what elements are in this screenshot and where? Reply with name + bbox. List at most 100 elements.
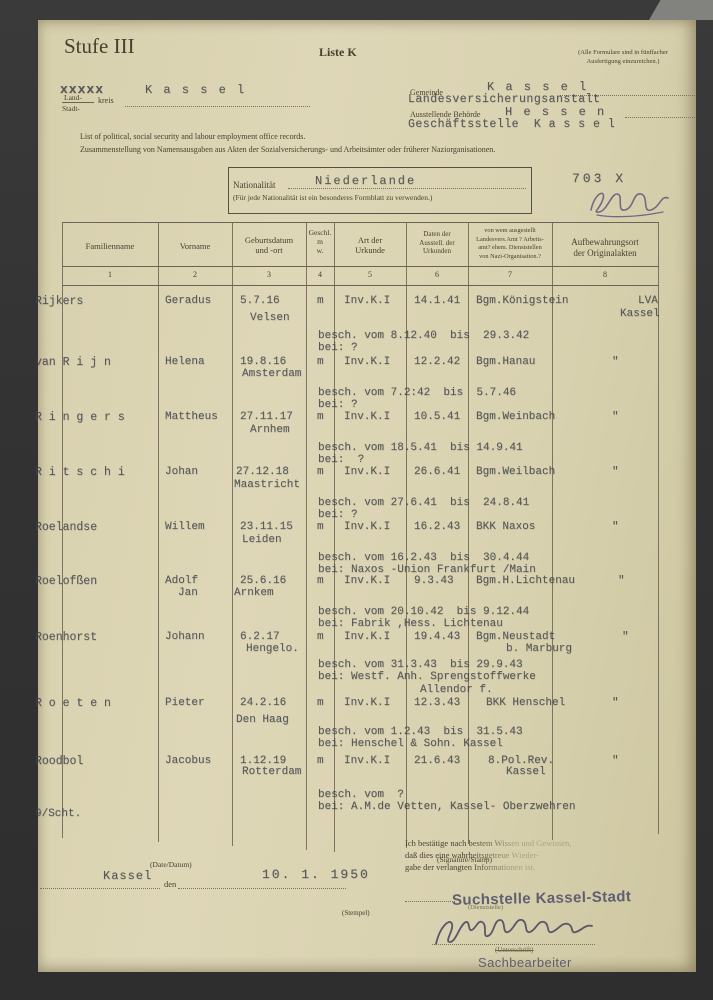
nationality-note: (Für jede Nationalität ist ein besondere… (233, 193, 433, 202)
cell-geburtsdatum: 27.12.18 (236, 466, 289, 478)
cell-beschaeftigt: besch. vom 18.5.41 bis 14.9.41 (318, 442, 523, 454)
form-note-line1: (Alle Formulare sind in fünffacher (578, 49, 668, 56)
kreis-value: K a s s e l (145, 83, 247, 97)
cell-bei: bei: ? (318, 454, 365, 466)
cell-vorname: Helena (165, 356, 205, 368)
description-german: Zusammenstellung von Namensausgaben aus … (80, 145, 496, 154)
cell-beschaeftigt: besch. vom ? (318, 789, 404, 801)
cell-geburtsort: Hengelo. (246, 643, 299, 655)
place-value: Kassel (103, 869, 153, 883)
cell-geschlecht: m (317, 411, 324, 423)
cell-geburtsdatum: 25.6.16 (240, 575, 287, 587)
cell-bei: bei: ? (318, 509, 358, 521)
cell-geburtsdatum: 27.11.17 (240, 411, 293, 423)
cell-geschlecht: m (317, 295, 324, 307)
cell-geburtsdatum: 6.2.17 (240, 631, 280, 643)
cell-familienname: van R i j n (35, 356, 111, 369)
scan-corner-artifact (649, 0, 713, 20)
cell-beschaeftigt: besch. vom 7.2:42 bis 5.7.46 (318, 387, 517, 399)
crossed-out-field: xxxxx (60, 82, 105, 97)
den-label: den (164, 879, 177, 889)
cell-familienname: R i n g e r s (35, 411, 125, 424)
place-dotted-line (40, 888, 160, 889)
unterschrift-label: (Unterschrift) (495, 946, 534, 954)
cell-ausgestellt-von: Bgm.Königstein (476, 295, 569, 307)
cell-beschaeftigt: besch. vom 16.2.43 bis 30.4.44 (318, 552, 530, 564)
cell-datum: 12.2.42 (414, 356, 461, 368)
cell-geburtsort: Arnkem (234, 587, 274, 599)
behoerde-label: Ausstellende Behörde (410, 110, 481, 119)
cell-ausgestellt-von: 8.Pol.Rev. (488, 755, 555, 767)
cell-datum: 10.5.41 (414, 411, 461, 423)
lva-line: Landesversicherungsanstalt (408, 93, 601, 106)
col-header-aufbewahrungsort: Aufbewahrungsort der Originalakten (552, 237, 658, 259)
handwritten-annotation (590, 192, 669, 218)
cell-vorname: Pieter (165, 697, 205, 709)
description-english: List of political, social security and l… (80, 132, 306, 141)
col-header-vorname: Vorname (179, 241, 211, 251)
date-dotted-line (178, 888, 346, 889)
table-column-line (552, 222, 553, 840)
cell-datum: 9.3.43 (414, 575, 454, 587)
cell-aufbewahrungsort: " (622, 631, 629, 643)
handwritten-signature (435, 918, 593, 945)
col-header-line: Geschl. (308, 228, 332, 237)
cell-bei: bei: ? (318, 399, 358, 411)
cell-familienname: Roenhorst (35, 631, 98, 644)
table-column-line (62, 222, 63, 838)
cell-familienname: Roodbol (35, 755, 84, 768)
confirmation-line-3: gabe der verlangten Informationen ist. (405, 862, 536, 872)
page-mark: 9/Scht. (35, 808, 82, 820)
cell-vorname: Adolf (165, 575, 199, 587)
cell-beschaeftigt: besch. vom 8.12.40 bis 29.3.42 (318, 330, 530, 342)
stufe-heading: Stufe III (64, 34, 135, 58)
table-column-line (406, 222, 407, 848)
cell-aufbewahrungsort: " (612, 411, 619, 423)
table-column-line (334, 222, 335, 852)
kreis-dotted-line (125, 106, 310, 107)
cell-bei: bei: Fabrik ,Hess. Lichtenau (318, 618, 503, 630)
cell-geburtsdatum: 5.7.16 (240, 295, 280, 307)
col-header-line: w. (316, 246, 324, 256)
cell-geburtsort: Maastricht (234, 479, 301, 491)
cell-ausgestellt-von-2: Kassel (506, 766, 546, 778)
cell-geschlecht: m (317, 755, 324, 767)
cell-vorname: Jacobus (165, 755, 212, 767)
kreis-label: kreis (98, 96, 114, 105)
cell-aufbewahrungsort-2: Kassel (620, 308, 660, 320)
cell-bei: bei: A.M.de Vetten, Kassel- Oberzwehren (318, 801, 576, 813)
cell-geburtsdatum: 23.11.15 (240, 521, 293, 533)
dienststelle-label: (Dienststelle) (468, 904, 504, 911)
col-header-geburtsdatum: Geburtsdatum und -ort (232, 235, 306, 256)
stamp-dotted-line (405, 901, 455, 902)
cell-vorname: Mattheus (165, 411, 218, 423)
nationality-dotted-line (288, 188, 526, 189)
cell-bei: bei: ? (318, 342, 358, 354)
geschaeftsstelle-line: Geschäftsstelle K a s s e l (408, 118, 616, 131)
cell-ausgestellt-von: Bgm.Weilbach (476, 466, 556, 478)
signature-dotted-line (432, 944, 595, 945)
gemeinde-label: Gemeinde (410, 88, 443, 97)
col-header-familienname: Familienname (85, 241, 135, 251)
table-header-line (62, 266, 659, 267)
form-note: (Alle Formulare sind in fünffacher Ausfe… (553, 48, 693, 66)
col-header-line: m (317, 237, 323, 247)
cell-geburtsdatum: 1.12.19 (240, 755, 287, 767)
col-header-line: Urkunden (423, 247, 451, 256)
cell-datum: 19.4.43 (414, 631, 461, 643)
liste-heading: Liste K (319, 45, 357, 59)
cell-urkunde: Inv.K.I (344, 411, 391, 423)
col-header-line: Aufbewahrungsort (571, 237, 639, 247)
cell-aufbewahrungsort: " (618, 575, 625, 587)
land-label: Land- (64, 93, 82, 102)
cell-urkunde: Inv.K.I (344, 697, 391, 709)
cell-urkunde: Inv.K.I (344, 575, 391, 587)
cell-beschaeftigt: besch. vom 27.6.41 bis 24.8.41 (318, 497, 530, 509)
col-header-line: Ausstell. der (419, 238, 455, 247)
confirmation-line-2: daß dies eine wahrheitsgetreue Wieder- (405, 850, 539, 860)
cell-vorname: Johann (165, 631, 205, 643)
stadt-label: Stadt- (62, 104, 80, 113)
cell-geschlecht: m (317, 521, 324, 533)
cell-ausgestellt-von: Bgm.Hanau (476, 356, 536, 368)
cell-familienname: Rijkers (35, 295, 84, 308)
